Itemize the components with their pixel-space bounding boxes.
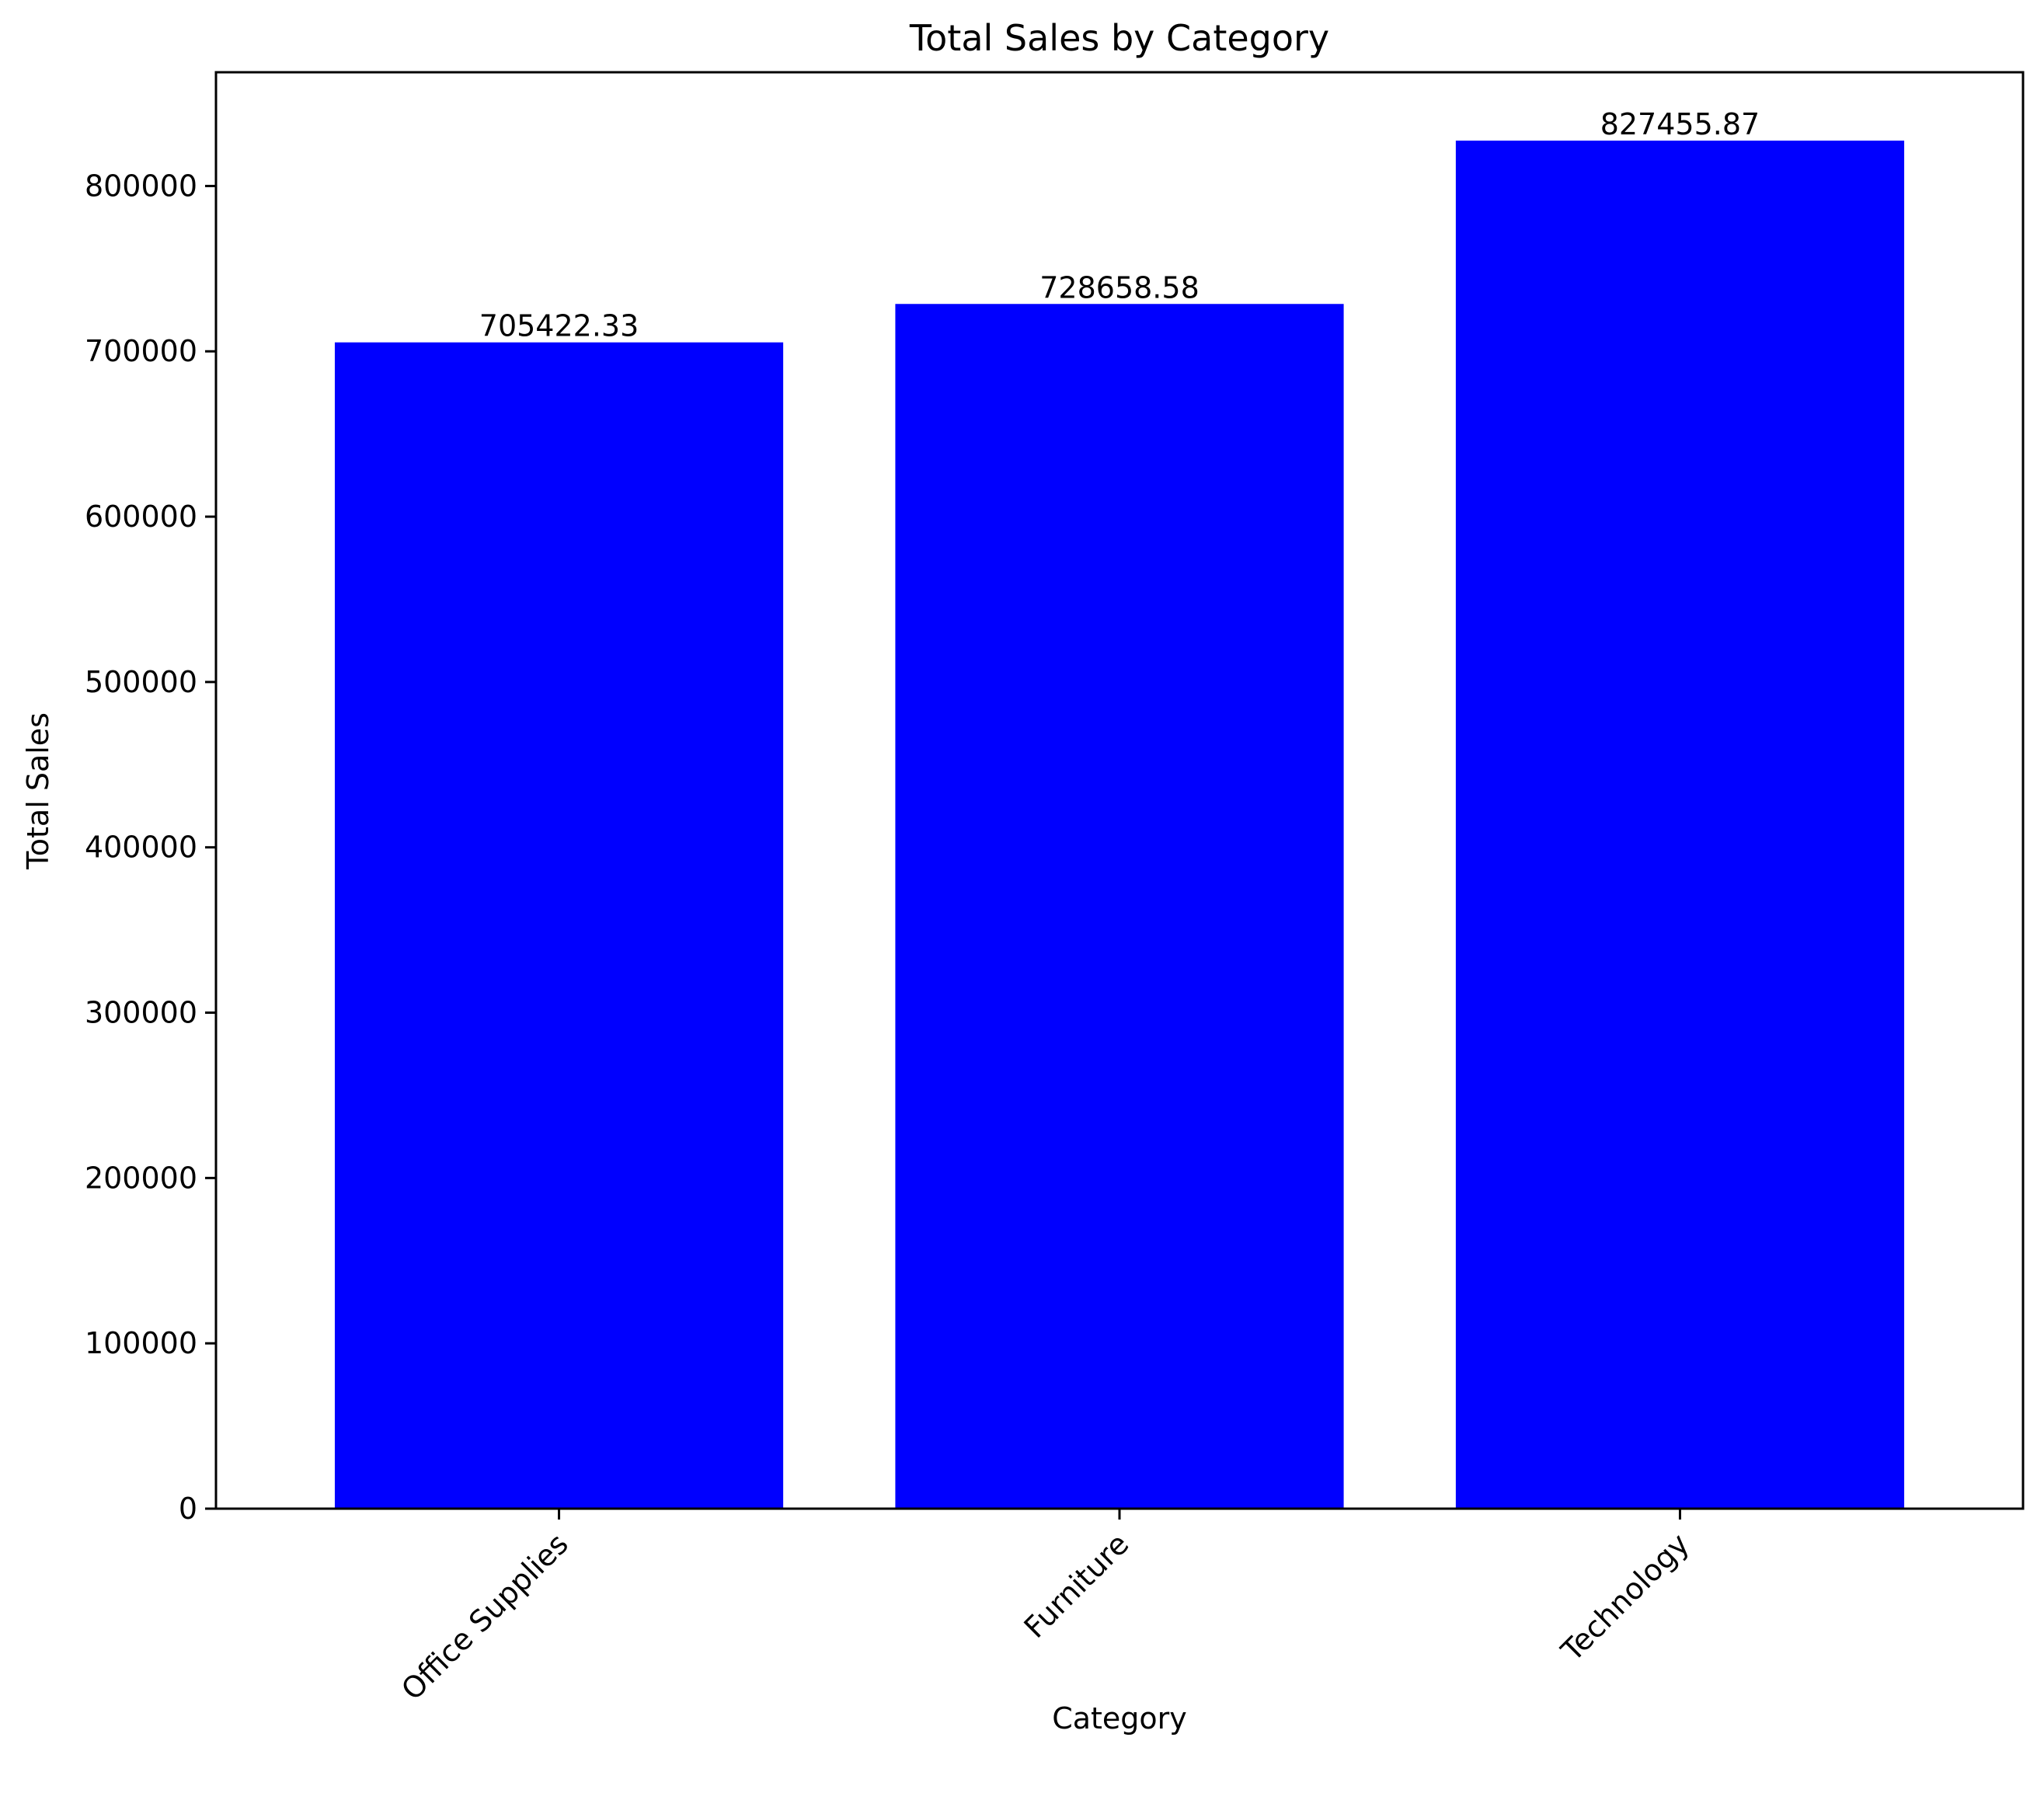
y-tick-label-3: 300000 [85, 996, 197, 1030]
y-tick-label-5: 500000 [85, 665, 197, 699]
y-axis-label: Total Sales [21, 712, 55, 870]
plot-frame [214, 71, 2025, 1510]
bar-2 [1455, 140, 1905, 1509]
bars-group [334, 140, 1905, 1509]
data-label-2: 827455.87 [1600, 107, 1760, 141]
y-tick-label-6: 600000 [85, 500, 197, 534]
x-axis-label: Category [1052, 1701, 1187, 1736]
y-tick-label-8: 800000 [85, 169, 197, 203]
y-axis-ticks: 0 100000 200000 300000 400000 500000 600000 700… [85, 169, 216, 1526]
y-tick-label-2: 200000 [85, 1161, 197, 1195]
bar-1 [895, 304, 1344, 1509]
y-tick-label-7: 700000 [85, 334, 197, 368]
y-tick-label-0: 0 [179, 1492, 197, 1526]
data-labels-group: 705422.33 728658.58 827455.87 [479, 107, 1760, 343]
chart-title: Total Sales by Category [909, 17, 1329, 59]
data-label-0: 705422.33 [479, 309, 639, 343]
y-tick-label-4: 400000 [85, 830, 197, 865]
data-label-1: 728658.58 [1039, 270, 1200, 305]
bar-0 [334, 342, 784, 1509]
y-tick-label-1: 100000 [85, 1326, 197, 1360]
